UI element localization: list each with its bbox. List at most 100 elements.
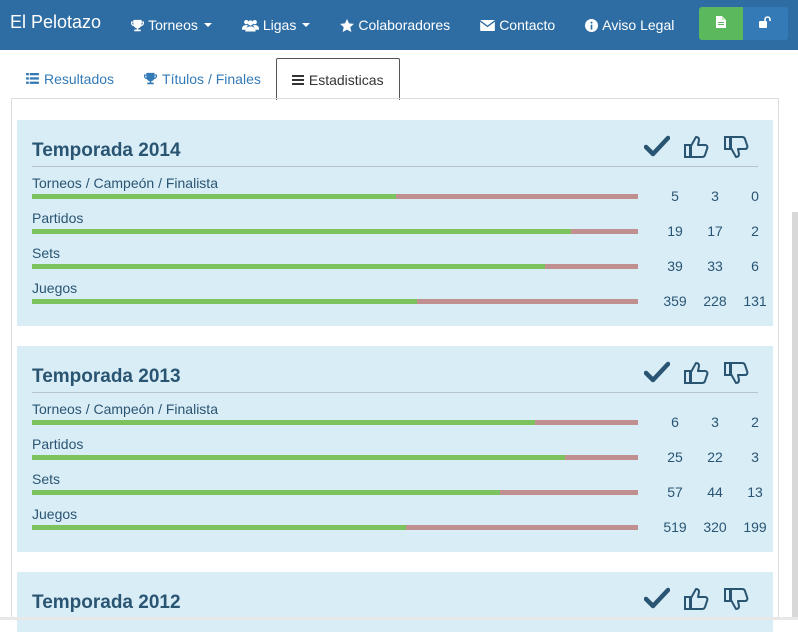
list-icon: [26, 73, 39, 84]
stat-lost-value: 131: [743, 293, 767, 309]
section-tabs: Resultados Títulos / Finales Estadistica…: [11, 58, 779, 100]
win-loss-bar: [32, 525, 638, 530]
stat-lost-value: 199: [743, 519, 767, 535]
stat-total-value: 5: [671, 188, 679, 204]
stat-lost-value: 6: [751, 258, 759, 274]
nav-torneos-label: Torneos: [148, 17, 198, 33]
action-buttons: [699, 7, 788, 40]
win-loss-bar: [32, 299, 638, 304]
season-title: Temporada 2013: [32, 366, 181, 387]
stat-total-value: 19: [667, 223, 683, 239]
document-icon: [716, 15, 726, 33]
content-border: [778, 98, 779, 620]
stat-label: Juegos: [32, 280, 78, 296]
info-icon: [585, 18, 599, 32]
stat-label: Partidos: [32, 436, 84, 452]
tab-resultados[interactable]: Resultados: [11, 58, 129, 99]
nav-colaboradores-label: Colaboradores: [358, 17, 451, 33]
win-loss-bar: [32, 455, 638, 460]
nav-colaboradores[interactable]: Colaboradores: [340, 17, 450, 33]
stat-won-value: 228: [703, 293, 727, 309]
stat-total-value: 519: [663, 519, 687, 535]
lost-thumbs-down-icon: [724, 361, 752, 389]
envelope-icon: [480, 19, 496, 31]
stat-total-value: 57: [667, 484, 683, 500]
season-panel: Temporada 2013 Torneos / Campeón / Finali…: [17, 346, 773, 552]
stat-won-value: 3: [711, 188, 719, 204]
chevron-down-icon: [302, 23, 311, 27]
stat-row: Partidos 19 17 2: [32, 210, 759, 245]
star-icon: [340, 18, 355, 32]
users-icon: [241, 19, 259, 32]
window-bottom-edge: [0, 617, 798, 620]
win-loss-bar: [32, 490, 638, 495]
stat-row: Torneos / Campeón / Finalista 6 3 2: [32, 401, 759, 436]
win-bar-fill: [32, 455, 566, 460]
login-button[interactable]: [743, 7, 788, 40]
stat-row: Sets 39 33 6: [32, 245, 759, 280]
stat-won-value: 17: [707, 223, 723, 239]
win-loss-bar: [32, 194, 638, 199]
content-border: [11, 98, 12, 620]
nav-ligas[interactable]: Ligas: [241, 17, 311, 33]
win-bar-fill: [32, 299, 417, 304]
stat-row: Juegos 519 320 199: [32, 506, 767, 541]
nav-ligas-label: Ligas: [262, 17, 297, 33]
win-loss-bar: [32, 264, 638, 269]
season-title: Temporada 2014: [32, 140, 181, 161]
stat-row: Sets 57 44 13: [32, 471, 763, 506]
lost-thumbs-down-icon: [724, 587, 752, 615]
stat-total-value: 25: [667, 449, 683, 465]
tab-titulos-finales[interactable]: Títulos / Finales: [129, 58, 276, 99]
win-bar-fill: [32, 194, 396, 199]
stat-total-value: 359: [663, 293, 687, 309]
scrollbar[interactable]: [792, 212, 798, 620]
stat-won-value: 320: [703, 519, 727, 535]
won-thumbs-up-icon: [684, 361, 712, 389]
lost-thumbs-down-icon: [724, 135, 752, 163]
tab-estadisticas[interactable]: Estadisticas: [275, 58, 400, 100]
stat-total-value: 6: [671, 414, 679, 430]
stat-label: Torneos / Campeón / Finalista: [32, 175, 218, 191]
season-divider: [32, 392, 758, 393]
trophy-icon: [131, 19, 145, 32]
stat-row: Torneos / Campeón / Finalista 5 3 0: [32, 175, 759, 210]
unlock-icon: [759, 15, 772, 33]
stat-won-value: 22: [707, 449, 723, 465]
nav-torneos[interactable]: Torneos: [131, 17, 212, 33]
played-check-icon: [643, 587, 672, 615]
win-bar-fill: [32, 525, 406, 530]
nav-aviso-legal-label: Aviso Legal: [602, 17, 675, 33]
stat-label: Sets: [32, 471, 61, 487]
nav-contacto-label: Contacto: [499, 17, 556, 33]
win-loss-bar: [32, 229, 638, 234]
season-panel: Temporada 2014 Torneos / Campeón / Finali…: [17, 120, 773, 326]
win-loss-bar: [32, 420, 638, 425]
season-divider: [32, 166, 758, 167]
menu-icon: [291, 74, 304, 85]
win-bar-fill: [32, 264, 545, 269]
won-thumbs-up-icon: [684, 587, 712, 615]
brand-logo[interactable]: El Pelotazo: [10, 11, 102, 32]
top-navbar: El Pelotazo Torneos Ligas Colaboradores …: [0, 0, 798, 50]
won-thumbs-up-icon: [684, 135, 712, 163]
stat-label: Partidos: [32, 210, 84, 226]
tab-resultados-label: Resultados: [44, 70, 115, 87]
played-check-icon: [643, 135, 672, 163]
tabs-divider: [11, 98, 779, 99]
stat-row: Partidos 25 22 3: [32, 436, 759, 471]
stat-won-value: 44: [707, 484, 723, 500]
season-panel: Temporada 2012: [17, 572, 773, 632]
win-bar-fill: [32, 420, 535, 425]
stat-row: Juegos 359 228 131: [32, 280, 767, 315]
stat-lost-value: 2: [751, 414, 759, 430]
stat-label: Juegos: [32, 506, 78, 522]
document-button[interactable]: [699, 7, 743, 40]
win-bar-fill: [32, 490, 500, 495]
tab-titulos-label: Títulos / Finales: [162, 70, 261, 87]
stat-lost-value: 2: [751, 223, 759, 239]
nav-aviso-legal[interactable]: Aviso Legal: [585, 17, 674, 33]
nav-contacto[interactable]: Contacto: [480, 17, 555, 33]
stat-label: Sets: [32, 245, 61, 261]
chevron-down-icon: [203, 23, 212, 27]
